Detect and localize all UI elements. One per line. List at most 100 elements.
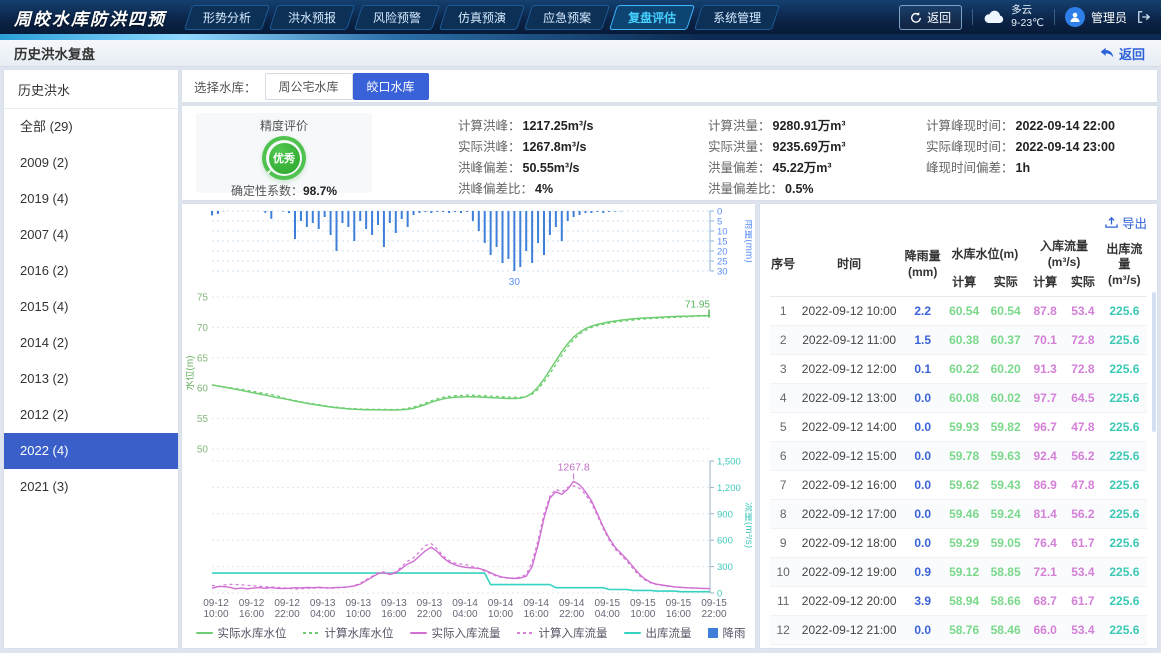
cell: 0.1: [901, 354, 944, 384]
cell: 0.0: [901, 441, 944, 471]
sidebar-item-2007[interactable]: 2007 (4): [20, 227, 69, 242]
table-row[interactable]: 9 2022-09-12 18:00 0.0 59.29 59.05 76.4 61.7 22…: [770, 528, 1147, 558]
nav-tab-6[interactable]: 系统管理: [698, 5, 776, 30]
cell: 59.46: [943, 499, 985, 529]
sidebar-item-2012[interactable]: 2012 (2): [20, 407, 69, 422]
cell: 72.8: [1064, 325, 1102, 355]
cell: 96.7: [1026, 412, 1065, 442]
table-row[interactable]: 3 2022-09-12 12:00 0.1 60.22 60.20 91.3 72.8 22…: [770, 354, 1147, 384]
nav-tab-0[interactable]: 形势分析: [188, 5, 266, 30]
return-button[interactable]: 返回: [899, 4, 963, 30]
sidebar-item-2013[interactable]: 2013 (2): [20, 371, 69, 386]
cell: 225.6: [1101, 528, 1147, 558]
cell: 7: [770, 470, 797, 500]
cell: 60.22: [943, 354, 985, 384]
sidebar-item-2009[interactable]: 2009 (2): [20, 155, 69, 170]
table-row[interactable]: 8 2022-09-12 17:00 0.0 59.46 59.24 81.4 56.2 22…: [770, 499, 1147, 529]
x-tick-label: 09-15 04:00: [594, 598, 621, 620]
sidebar-item-2019[interactable]: 2019 (4): [20, 191, 69, 206]
chart-legend: 实际水库水位 计算水库水位 实际入库流量 计算入库流量 出库流量 降雨: [186, 623, 755, 643]
reservoir-buttons: 周公宅水库 皎口水库: [264, 72, 429, 100]
table-row[interactable]: 4 2022-09-12 13:00 0.0 60.08 60.02 97.7 64.5 22…: [770, 383, 1147, 413]
cloud-icon: [984, 10, 1004, 23]
cell: 3.9: [901, 586, 944, 616]
legend-marker: [409, 632, 427, 634]
table-row[interactable]: 2 2022-09-12 11:00 1.5 60.38 60.37 70.1 72.8 22…: [770, 325, 1147, 355]
table-row[interactable]: 10 2022-09-12 19:00 0.9 59.12 58.85 72.1 53.4 2…: [770, 557, 1147, 587]
cell: 86.9: [1026, 470, 1065, 500]
legend-item-计算水库水位[interactable]: 计算水库水位: [302, 625, 394, 641]
user-widget[interactable]: 管理员: [1064, 7, 1127, 27]
table-row[interactable]: 5 2022-09-12 14:00 0.0 59.93 59.82 96.7 47.8 22…: [770, 412, 1147, 442]
logout-icon[interactable]: [1137, 10, 1151, 24]
reservoir-button-1[interactable]: 皎口水库: [352, 72, 429, 100]
nav-tab-2[interactable]: 风险预警: [358, 5, 436, 30]
cell: 3: [770, 354, 797, 384]
cell: 59.24: [984, 499, 1027, 529]
table-row[interactable]: 1 2022-09-12 10:00 2.2 60.54 60.54 87.8 53.4 22…: [770, 296, 1147, 326]
sidebar-item-2021[interactable]: 2021 (3): [20, 479, 69, 494]
x-tick-label: 09-13 22:00: [416, 598, 443, 620]
nav-tab-4[interactable]: 应急预案: [528, 5, 606, 30]
cell: 56.2: [1064, 499, 1102, 529]
cell: 87.8: [1026, 296, 1065, 326]
table-row[interactable]: 11 2022-09-12 20:00 3.9 58.94 58.66 68.7 61.7 2…: [770, 586, 1147, 616]
cell: 59.43: [984, 470, 1027, 500]
picker-label: 选择水库：: [194, 80, 257, 95]
stat-row: 实际峰现时间： 2022-09-14 23:00: [926, 140, 1115, 154]
cell: 6: [770, 441, 797, 471]
x-tick-label: 09-15 16:00: [665, 598, 692, 620]
cell: 59.29: [943, 528, 985, 558]
accuracy-evaluation-box: 精度评价 优秀 确定性系数：98.7%: [196, 113, 372, 198]
cell: 60.54: [943, 296, 985, 326]
svg-text:5: 5: [717, 217, 722, 228]
table-row[interactable]: 7 2022-09-12 16:00 0.0 59.62 59.43 86.9 47.8 22…: [770, 470, 1147, 500]
nav-tab-3[interactable]: 仿真预演: [443, 5, 521, 30]
cell: 225.6: [1101, 470, 1147, 500]
reservoir-picker-bar: 选择水库： 周公宅水库 皎口水库: [182, 70, 1157, 102]
flow-chart: 0 300 600 900 1,200 1,500 流量(m³/s) 1267.8: [211, 457, 752, 597]
accuracy-ring: 优秀: [262, 136, 306, 180]
svg-text:0: 0: [717, 207, 722, 218]
history-flood-sidebar: 历史洪水 全部 (29) 2009 (2) 2019 (4) 2007 (4) 2016…: [4, 70, 178, 648]
table-row[interactable]: 6 2022-09-12 15:00 0.0 59.78 59.63 92.4 56.2 22…: [770, 441, 1147, 471]
sidebar-item-2015[interactable]: 2015 (4): [20, 299, 69, 314]
stat-row: 峰现时间偏差： 1h: [926, 161, 1031, 175]
legend-item-实际水库水位[interactable]: 实际水库水位: [195, 625, 287, 641]
sidebar-item-2016[interactable]: 2016 (2): [20, 263, 69, 278]
svg-text:71.95: 71.95: [685, 300, 710, 311]
person-icon: [1070, 12, 1080, 22]
cell: 58.85: [984, 557, 1027, 587]
sidebar-item-全部[interactable]: 全部 (29): [20, 119, 73, 134]
legend-item-计算入库流量[interactable]: 计算入库流量: [516, 625, 608, 641]
cell: 59.62: [943, 470, 985, 500]
legend-item-降雨[interactable]: 降雨: [707, 625, 746, 641]
svg-text:流量(m³/s): 流量(m³/s): [743, 502, 752, 548]
reservoir-button-0[interactable]: 周公宅水库: [264, 72, 353, 100]
sidebar-item-2014[interactable]: 2014 (2): [20, 335, 69, 350]
svg-text:20: 20: [717, 247, 728, 258]
back-button[interactable]: 返回: [1100, 44, 1145, 63]
cell: 4: [770, 383, 797, 413]
x-tick-label: 09-14 04:00: [452, 598, 478, 620]
legend-marker: [623, 632, 641, 634]
cell: 2022-09-12 10:00: [796, 296, 902, 326]
nav-tab-1[interactable]: 洪水预报: [273, 5, 351, 30]
cell: 64.5: [1064, 383, 1102, 413]
cell: 2022-09-12 15:00: [796, 441, 902, 471]
sidebar-item-2022[interactable]: 2022 (4): [4, 433, 178, 469]
stat-column-2: 计算峰现时间： 2022-09-14 22:00 实际峰现时间： 2022-09-14…: [926, 115, 1115, 178]
cell: 225.6: [1101, 441, 1147, 471]
cell: 225.6: [1101, 586, 1147, 616]
table-row[interactable]: 12 2022-09-12 21:00 0.0 58.76 58.46 66.0 53.4 2…: [770, 615, 1147, 645]
table-scrollbar[interactable]: [1152, 292, 1156, 432]
export-button[interactable]: 导出: [1105, 210, 1147, 234]
nav-tab-5[interactable]: 复盘评估: [613, 5, 691, 30]
legend-item-出库流量[interactable]: 出库流量: [623, 625, 692, 641]
col-level-actual: 实际: [993, 275, 1018, 290]
legend-item-实际入库流量[interactable]: 实际入库流量: [409, 625, 501, 641]
stat-row: 计算洪量： 9280.91万m³: [708, 119, 846, 133]
cell: 2022-09-12 13:00: [796, 383, 902, 413]
svg-text:900: 900: [717, 509, 733, 520]
svg-text:55: 55: [197, 414, 209, 425]
